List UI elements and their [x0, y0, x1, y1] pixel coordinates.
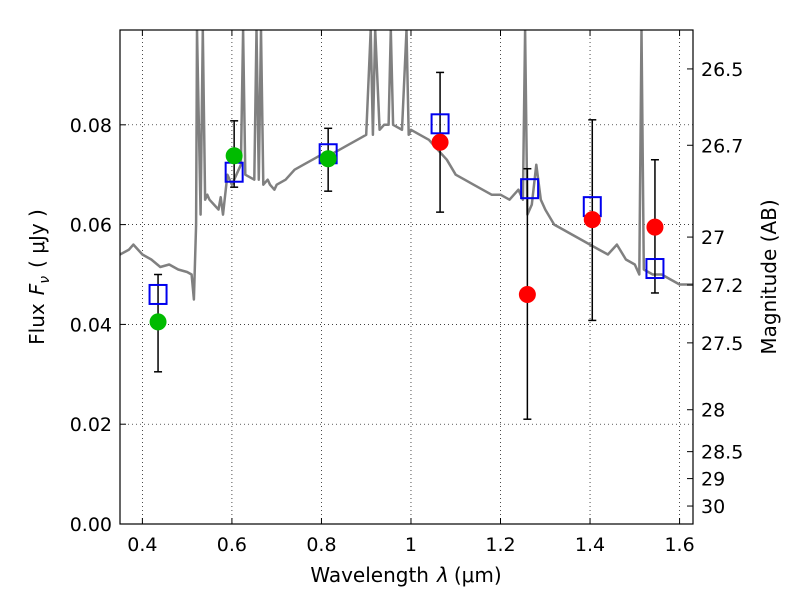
x-tick-label: 0.8	[306, 534, 336, 556]
y-axis-label: Flux Fν ( μJy )	[25, 209, 53, 345]
x-tick-label: 1.4	[575, 534, 605, 556]
y-tick-label: 0.04	[70, 314, 112, 336]
y-axis-label-subscript: ν	[37, 276, 53, 284]
measured-ir-point	[431, 133, 449, 151]
y2-tick-label: 27.5	[701, 333, 743, 355]
model-point-marker	[520, 178, 540, 200]
y-tick-label: 0.02	[70, 414, 112, 436]
y-axis-label-prefix: Flux	[25, 303, 49, 345]
grid	[120, 30, 693, 525]
x-tick-label: 0.4	[127, 534, 157, 556]
y2-tick-label: 26.5	[701, 59, 743, 81]
measured-optical-point	[225, 147, 243, 165]
y-axis-label-symbol: F	[25, 283, 49, 295]
x-axis-label-symbol: λ	[436, 563, 449, 587]
y-tick-label: 0.06	[70, 215, 112, 237]
y-axis-label-unit: ( μJy )	[25, 209, 49, 268]
model-spectrum-layer	[120, 30, 693, 301]
tick-labels: 0.4 0.6 0.8 1 1.2 1.4 1.6 0.00 0.02 0.04 0.06 0.08 2…	[70, 59, 744, 556]
y2-tick-label: 29	[701, 469, 725, 491]
measured-optical-point	[319, 150, 337, 168]
model-point-marker	[148, 283, 168, 305]
y2-tick-label: 30	[701, 496, 725, 518]
x-tick-label: 1.2	[485, 534, 515, 556]
measured-optical-point	[149, 313, 167, 331]
model-spectrum-line	[120, 30, 693, 301]
measured-ir-point	[518, 285, 536, 303]
y2-tick-label: 28.5	[701, 442, 743, 464]
x-axis-label-prefix: Wavelength	[310, 563, 429, 587]
measured-ir-point	[583, 211, 601, 229]
y2-tick-label: 27	[701, 227, 725, 249]
y-tick-label: 0.00	[70, 514, 112, 536]
y2-axis-label: Magnitude (AB)	[757, 199, 781, 354]
plot-frame	[119, 29, 694, 525]
ticks	[120, 30, 693, 525]
data-points-layer	[148, 71, 665, 420]
x-tick-label: 1	[405, 534, 417, 556]
x-tick-label: 1.6	[664, 534, 694, 556]
y2-tick-label: 27.2	[701, 275, 743, 297]
model-point-marker	[645, 258, 665, 280]
y2-tick-label: 28	[701, 400, 725, 422]
x-axis-label: Wavelength λ (μm)	[310, 563, 501, 587]
measured-ir-point	[646, 218, 664, 236]
x-axis-label-unit: (μm)	[454, 563, 502, 587]
y-tick-label: 0.08	[70, 115, 112, 137]
model-point-marker	[430, 113, 450, 135]
y2-tick-label: 26.7	[701, 135, 743, 157]
x-tick-label: 0.6	[217, 534, 247, 556]
